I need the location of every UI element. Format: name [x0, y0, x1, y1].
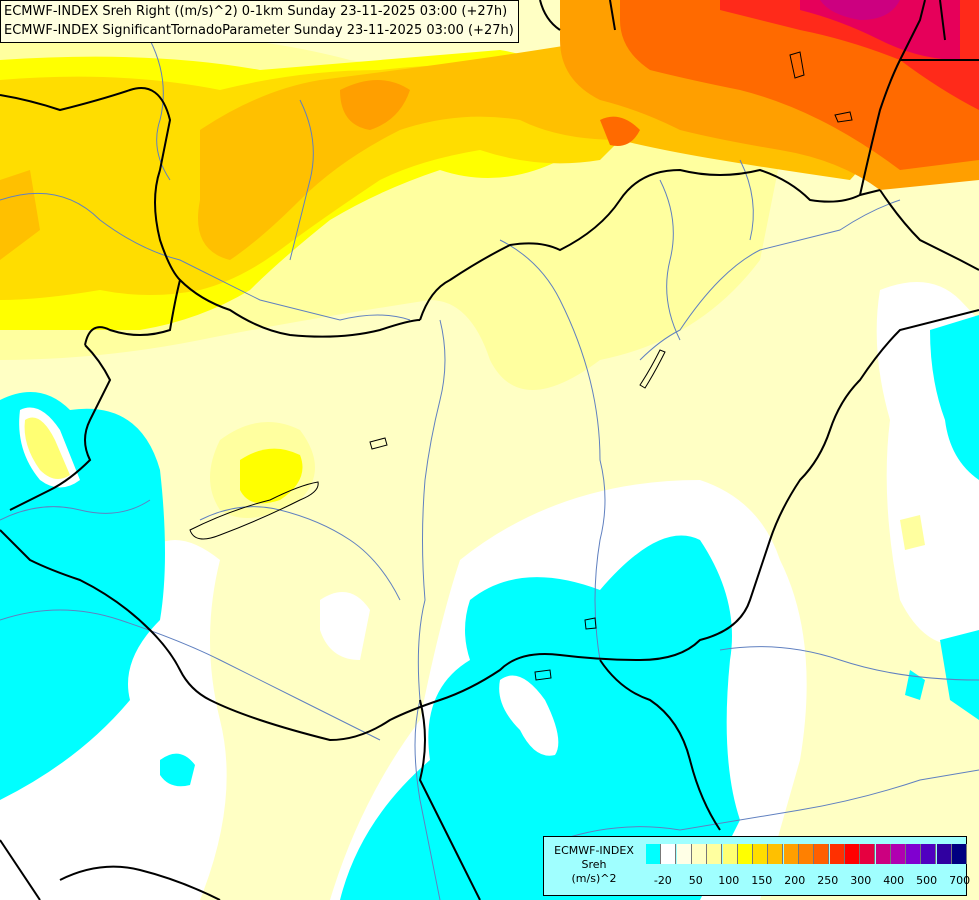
legend-tick-label: 250 — [817, 874, 839, 887]
purple-core — [820, 0, 900, 20]
legend-title: ECMWF-INDEX — [554, 844, 634, 857]
lakes — [189, 51, 853, 681]
legend-swatch — [875, 844, 891, 864]
legend-swatch — [691, 844, 707, 864]
legend-swatch — [936, 844, 952, 864]
legend-swatch — [722, 844, 738, 864]
legend-swatch — [799, 844, 814, 864]
small-yellow-patch — [24, 417, 71, 479]
color-legend: ECMWF-INDEX Sreh (m/s)^2 -20 50 100 150 200 2… — [543, 836, 970, 896]
legend-swatch — [783, 844, 799, 864]
title-stp: ECMWF-INDEX SignificantTornadoParameter … — [4, 23, 514, 38]
legend-swatch — [921, 844, 937, 864]
legend-swatch — [860, 844, 876, 864]
legend-tick-label: 50 — [688, 874, 703, 887]
legend-swatch — [707, 844, 723, 864]
legend-swatch — [737, 844, 753, 864]
legend-tick-label: 100 — [718, 874, 740, 887]
legend-tick-label: 500 — [916, 874, 938, 887]
legend-swatch — [768, 844, 784, 864]
legend-swatch — [753, 844, 769, 864]
legend-unit: (m/s)^2 — [571, 872, 617, 885]
legend-swatch — [676, 844, 692, 864]
legend-variable: Sreh — [581, 858, 607, 871]
magenta-areas — [800, 0, 960, 60]
legend-tick-label: 200 — [784, 874, 806, 887]
legend-swatch — [906, 844, 922, 864]
legend-tick-label: 400 — [883, 874, 905, 887]
legend-swatch — [890, 844, 906, 864]
title-sreh: ECMWF-INDEX Sreh Right ((m/s)^2) 0-1km S… — [4, 4, 508, 19]
legend-swatch — [646, 844, 661, 864]
rivers — [0, 39, 979, 900]
legend-tick-label: 150 — [751, 874, 773, 887]
legend-swatch — [814, 844, 830, 864]
legend-tick-label: 700 — [949, 874, 971, 887]
map-title-box: ECMWF-INDEX Sreh Right ((m/s)^2) 0-1km S… — [0, 0, 519, 43]
legend-swatch — [844, 844, 860, 864]
legend-tick-label: -20 — [653, 874, 672, 887]
legend-swatch — [952, 844, 967, 864]
legend-swatch — [829, 844, 845, 864]
legend-swatch — [661, 844, 677, 864]
legend-tick-label: 300 — [850, 874, 872, 887]
